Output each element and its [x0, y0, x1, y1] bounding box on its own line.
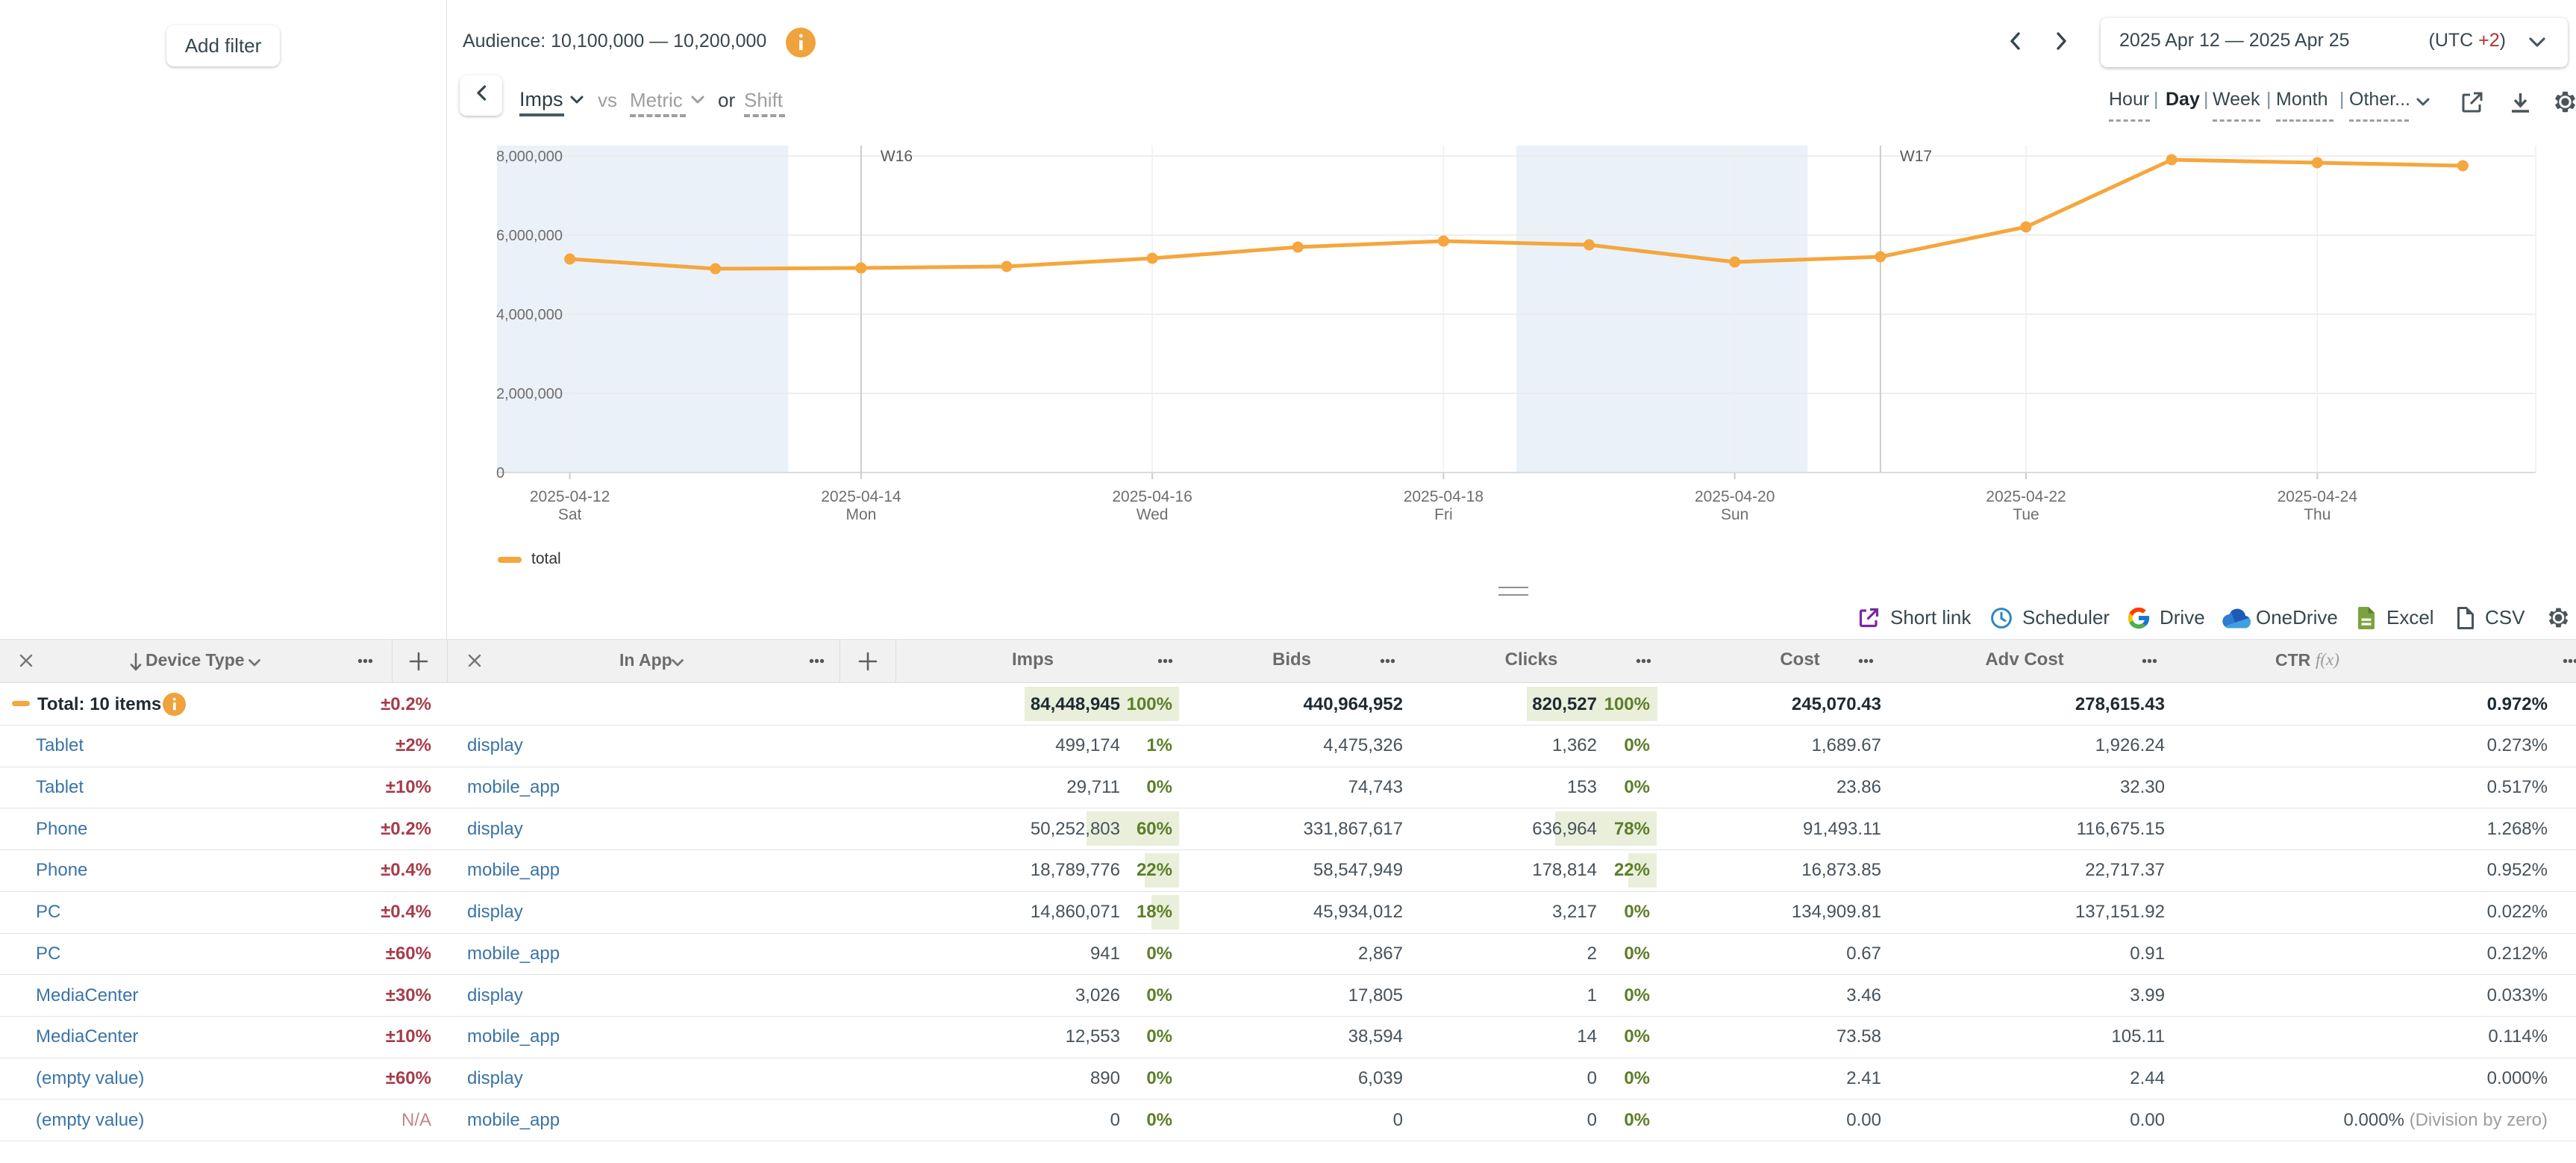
svg-text:2025-04-20: 2025-04-20 — [1695, 488, 1775, 505]
svg-text:6,000,000: 6,000,000 — [496, 228, 563, 244]
svg-text:2025-04-22: 2025-04-22 — [1986, 488, 2066, 505]
svg-text:0: 0 — [496, 465, 504, 481]
svg-text:2025-04-24: 2025-04-24 — [2278, 488, 2358, 505]
svg-text:Sat: Sat — [558, 506, 582, 523]
svg-text:Sun: Sun — [1721, 506, 1748, 523]
svg-text:W16: W16 — [881, 148, 913, 165]
svg-text:2025-04-12: 2025-04-12 — [530, 488, 610, 505]
svg-text:4,000,000: 4,000,000 — [496, 307, 563, 323]
svg-text:2025-04-14: 2025-04-14 — [821, 488, 901, 505]
svg-text:Mon: Mon — [845, 506, 876, 523]
svg-text:8,000,000: 8,000,000 — [496, 149, 563, 165]
svg-text:W17: W17 — [1900, 148, 1932, 165]
svg-text:2025-04-16: 2025-04-16 — [1112, 488, 1192, 505]
svg-text:Thu: Thu — [2304, 506, 2330, 523]
svg-text:Wed: Wed — [1137, 506, 1169, 523]
svg-text:2,000,000: 2,000,000 — [496, 386, 563, 402]
svg-text:2025-04-18: 2025-04-18 — [1404, 488, 1484, 505]
svg-text:Fri: Fri — [1434, 506, 1453, 523]
svg-text:Tue: Tue — [2013, 506, 2039, 523]
